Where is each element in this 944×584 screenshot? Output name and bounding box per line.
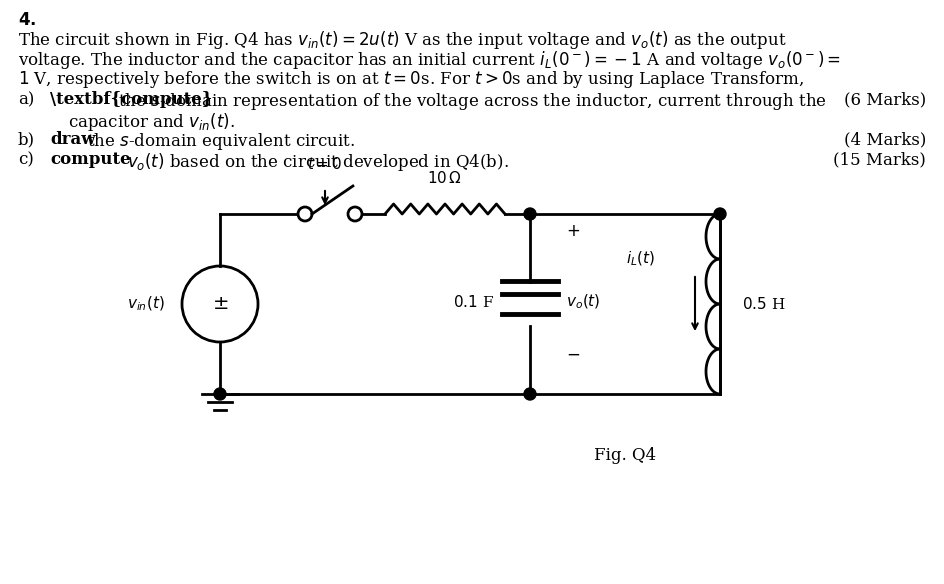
Text: $v_{in}(t)$: $v_{in}(t)$ bbox=[127, 295, 165, 313]
Text: (15 Marks): (15 Marks) bbox=[834, 151, 926, 168]
Text: $\mathbf{4.}$: $\mathbf{4.}$ bbox=[18, 12, 36, 29]
Text: $0.1$ F: $0.1$ F bbox=[453, 294, 494, 310]
Text: b): b) bbox=[18, 131, 35, 148]
Text: $i_L(t)$: $i_L(t)$ bbox=[626, 250, 655, 268]
Text: voltage. The inductor and the capacitor has an initial current $i_L(0^-) = -1$ A: voltage. The inductor and the capacitor … bbox=[18, 49, 841, 71]
Text: (6 Marks): (6 Marks) bbox=[844, 91, 926, 108]
Text: $+$: $+$ bbox=[566, 224, 581, 241]
Text: the $s$-domain equivalent circuit.: the $s$-domain equivalent circuit. bbox=[87, 131, 355, 152]
Text: $\pm$: $\pm$ bbox=[211, 295, 228, 313]
Text: a): a) bbox=[18, 91, 34, 108]
Text: capacitor and $v_{in}(t)$.: capacitor and $v_{in}(t)$. bbox=[68, 111, 235, 133]
Text: the $s$-domain representation of the voltage across the inductor, current throug: the $s$-domain representation of the vol… bbox=[118, 91, 827, 112]
Text: The circuit shown in Fig. Q4 has $v_{in}(t) = 2u(t)$ V as the input voltage and : The circuit shown in Fig. Q4 has $v_{in}… bbox=[18, 29, 786, 51]
Text: compute: compute bbox=[50, 151, 130, 168]
Circle shape bbox=[349, 208, 361, 220]
Text: $v_o(t)$ based on the circuit developed in Q4(b).: $v_o(t)$ based on the circuit developed … bbox=[127, 151, 509, 173]
Text: $0.5$ H: $0.5$ H bbox=[742, 296, 785, 312]
Text: $t=0$: $t=0$ bbox=[308, 156, 343, 172]
Text: \textbf{compute}: \textbf{compute} bbox=[50, 91, 212, 108]
Text: draw: draw bbox=[50, 131, 95, 148]
Text: $v_o(t)$: $v_o(t)$ bbox=[566, 293, 600, 311]
Text: $-$: $-$ bbox=[566, 346, 581, 363]
Circle shape bbox=[214, 388, 226, 400]
Text: $10\,\Omega$: $10\,\Omega$ bbox=[428, 170, 463, 186]
Circle shape bbox=[524, 208, 536, 220]
Text: $1$ V, respectively before the switch is on at $t = 0$s. For $t > 0$s and by usi: $1$ V, respectively before the switch is… bbox=[18, 69, 804, 90]
Text: c): c) bbox=[18, 151, 34, 168]
Text: Fig. Q4: Fig. Q4 bbox=[594, 447, 656, 464]
Circle shape bbox=[299, 208, 311, 220]
Circle shape bbox=[714, 208, 726, 220]
Circle shape bbox=[524, 388, 536, 400]
Text: (4 Marks): (4 Marks) bbox=[844, 131, 926, 148]
